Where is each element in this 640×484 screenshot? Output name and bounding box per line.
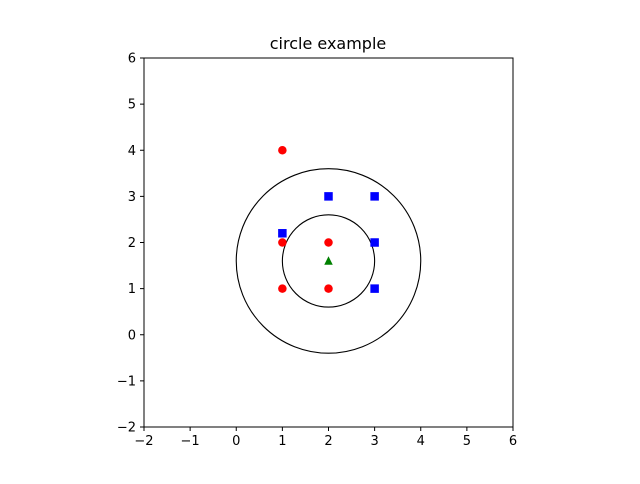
circle-outline-1 — [281, 214, 376, 308]
x-tick-label-2: 0 — [232, 434, 240, 449]
marker-square-1-0 — [278, 229, 287, 238]
y-tick-label-7: 5 — [128, 98, 136, 113]
y-tick-label-6: 4 — [128, 144, 136, 159]
y-tick-label-0: −2 — [117, 421, 136, 436]
y-tick-label-8: 6 — [128, 52, 136, 67]
y-tick-label-3: 1 — [128, 282, 136, 297]
y-tick-label-2: 0 — [128, 328, 136, 343]
x-tick-label-7: 5 — [463, 434, 471, 449]
chart-title: circle example — [270, 34, 387, 53]
y-tick-label-1: −1 — [117, 374, 136, 389]
y-tick-label-5: 3 — [128, 190, 136, 205]
x-tick-label-1: −1 — [181, 434, 200, 449]
marker-circle-0-0 — [278, 146, 287, 155]
marker-circle-0-3 — [324, 238, 333, 247]
marker-square-1-3 — [370, 238, 379, 247]
marker-square-1-4 — [370, 284, 379, 293]
y-tick-label-4: 2 — [128, 236, 136, 251]
circle-outline-2 — [235, 168, 422, 354]
marker-circle-0-1 — [278, 238, 287, 247]
marker-square-1-1 — [324, 192, 333, 201]
x-tick-label-0: −2 — [134, 434, 153, 449]
marker-triangle-2-0 — [324, 256, 333, 265]
x-tick-label-5: 3 — [370, 434, 378, 449]
x-tick-label-6: 4 — [417, 434, 425, 449]
x-tick-label-8: 6 — [509, 434, 517, 449]
x-tick-label-3: 1 — [278, 434, 286, 449]
plot-area: −2 −1 0 1 2 3 4 5 6 −2 −1 0 1 2 3 4 5 6 — [117, 52, 517, 450]
marker-circle-0-2 — [278, 284, 287, 293]
x-tick-label-4: 2 — [324, 434, 332, 449]
marker-circle-0-4 — [324, 284, 333, 293]
marker-square-1-2 — [370, 192, 379, 201]
